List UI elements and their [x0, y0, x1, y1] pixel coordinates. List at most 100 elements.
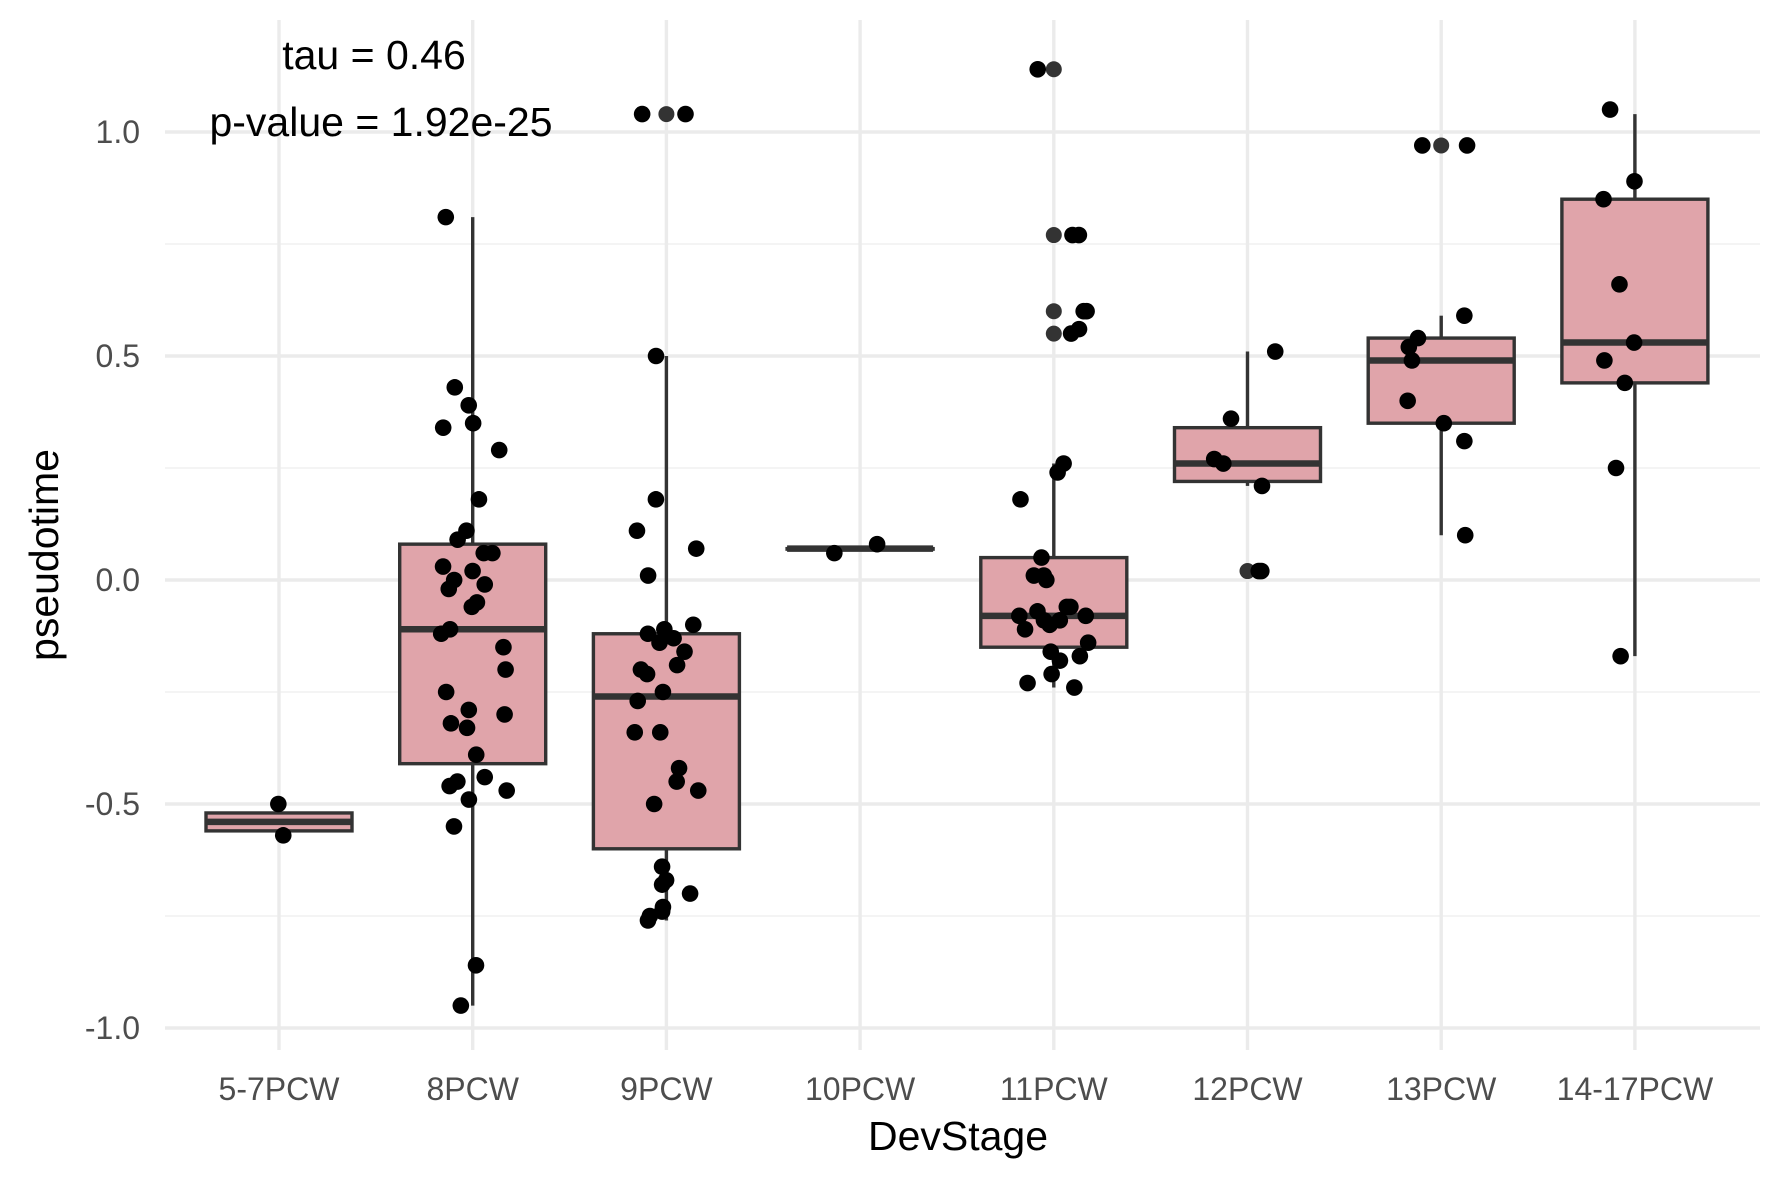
data-point	[440, 580, 458, 598]
data-point	[1435, 414, 1453, 432]
data-point	[1595, 190, 1612, 208]
data-point	[1458, 137, 1476, 154]
data-point	[460, 396, 478, 414]
box-9PCW	[591, 106, 742, 921]
data-point	[476, 576, 494, 593]
box-12PCW	[1172, 351, 1323, 580]
box-body	[1366, 336, 1516, 425]
data-point	[868, 535, 886, 553]
data-point	[463, 598, 481, 616]
data-point	[1043, 665, 1060, 683]
data-point	[1077, 607, 1095, 625]
data-point	[1010, 607, 1028, 625]
box-body	[979, 555, 1129, 649]
data-point	[677, 105, 694, 123]
data-point	[1019, 674, 1036, 692]
outlier-point	[1045, 303, 1062, 320]
data-point	[497, 661, 514, 678]
data-point	[464, 414, 482, 432]
data-point	[1051, 652, 1069, 669]
data-point	[496, 706, 513, 723]
data-point	[467, 956, 485, 974]
data-point	[498, 782, 515, 799]
data-point	[1071, 647, 1089, 665]
data-point	[626, 724, 644, 741]
pvalue-annotation: p-value = 1.92e-25	[209, 99, 552, 145]
data-point	[1062, 325, 1080, 342]
data-point	[1062, 598, 1079, 616]
data-point	[446, 379, 464, 396]
data-point	[1266, 343, 1284, 360]
x-tick-label: 9PCW	[620, 1071, 713, 1107]
data-point	[442, 715, 460, 732]
data-point	[826, 544, 843, 562]
data-point	[681, 885, 699, 902]
data-point	[1253, 477, 1271, 495]
data-point	[653, 876, 671, 893]
box-body	[1172, 425, 1323, 484]
y-tick-label: 1.0	[96, 114, 140, 150]
data-point	[467, 746, 485, 764]
data-point	[668, 656, 686, 674]
data-point	[1029, 60, 1047, 78]
data-point	[1222, 410, 1240, 428]
jitter-points	[270, 60, 1643, 1014]
box-body	[591, 632, 742, 851]
data-point	[1403, 352, 1421, 369]
data-point	[1041, 616, 1058, 634]
data-point	[1049, 464, 1066, 481]
data-point	[1079, 634, 1097, 652]
data-point	[1626, 172, 1643, 190]
data-point	[653, 858, 671, 876]
data-point	[437, 208, 455, 226]
data-point	[270, 795, 287, 813]
data-point	[452, 997, 470, 1014]
box-body	[1560, 197, 1710, 385]
x-tick-labels: 5-7PCW 8PCW 9PCW 10PCW 11PCW 12PCW 13PCW 14-17P…	[219, 1071, 1714, 1107]
box-11PCW	[979, 61, 1129, 688]
x-tick-label: 12PCW	[1192, 1071, 1303, 1107]
data-point	[1625, 334, 1643, 351]
data-point	[684, 616, 702, 634]
data-point	[441, 777, 458, 795]
data-point	[1607, 459, 1625, 477]
data-point	[460, 791, 478, 808]
x-tick-label: 11PCW	[1000, 1071, 1109, 1107]
data-point	[274, 827, 292, 844]
data-point	[458, 719, 476, 737]
x-tick-label: 13PCW	[1386, 1071, 1497, 1107]
data-point	[647, 491, 665, 508]
data-point	[470, 491, 488, 508]
data-point	[432, 625, 450, 643]
y-tick-label: -0.5	[85, 786, 140, 822]
data-point	[654, 683, 672, 701]
data-point	[629, 692, 647, 710]
y-tick-label: -1.0	[85, 1010, 140, 1046]
data-point	[1066, 679, 1083, 696]
data-point	[689, 782, 707, 799]
data-point	[1012, 491, 1029, 508]
data-point	[1038, 571, 1055, 589]
x-axis-title: DevStage	[868, 1113, 1048, 1159]
data-point	[1016, 620, 1034, 638]
data-point	[464, 562, 481, 580]
tau-annotation: tau = 0.46	[282, 32, 466, 78]
data-point	[449, 531, 466, 548]
y-tick-label: 0.5	[96, 338, 140, 374]
x-tick-label: 8PCW	[426, 1071, 519, 1107]
outlier-point	[1433, 137, 1450, 154]
data-point	[1456, 307, 1473, 324]
data-point	[1611, 276, 1628, 293]
data-point	[495, 638, 512, 656]
data-point	[476, 768, 494, 786]
data-point	[676, 643, 693, 660]
data-point	[434, 558, 452, 575]
data-point	[460, 701, 478, 719]
data-point	[434, 419, 452, 436]
data-point	[1399, 392, 1416, 410]
data-point	[1456, 526, 1474, 544]
box-14-17PCW	[1560, 114, 1710, 657]
x-tick-label: 10PCW	[805, 1071, 916, 1107]
